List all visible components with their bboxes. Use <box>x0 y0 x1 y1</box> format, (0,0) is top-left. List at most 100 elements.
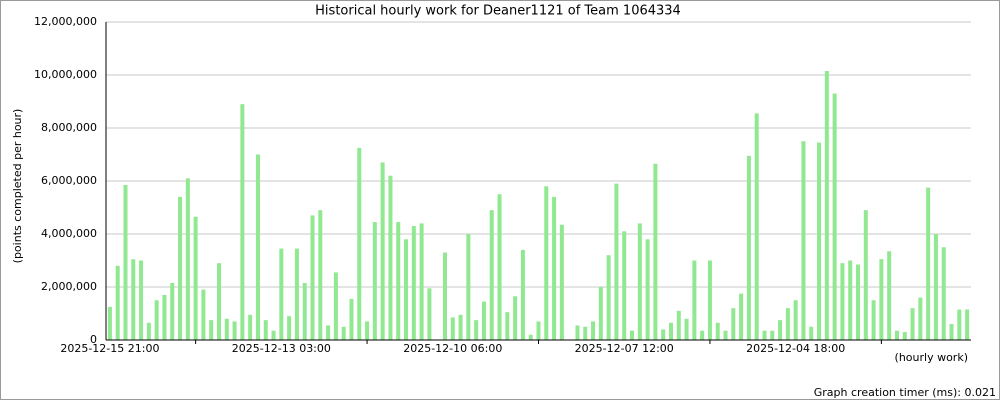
bar <box>606 255 611 340</box>
bar <box>661 329 666 340</box>
bar <box>598 287 603 340</box>
bar <box>793 300 798 340</box>
bar <box>365 321 370 340</box>
bar <box>559 224 564 340</box>
bar <box>318 210 323 340</box>
bar <box>668 322 673 340</box>
bar <box>653 163 658 340</box>
bar <box>489 210 494 340</box>
x-tick-label: 2025-12-10 06:00 <box>403 342 502 355</box>
bar <box>739 293 744 340</box>
bar <box>513 296 518 340</box>
bar <box>528 334 533 340</box>
bar <box>933 234 938 340</box>
bar <box>832 93 837 340</box>
bar <box>154 300 159 340</box>
bar <box>957 309 962 340</box>
bar <box>817 142 822 340</box>
bar <box>216 263 221 340</box>
bar <box>279 248 284 340</box>
bar <box>115 265 120 340</box>
bar <box>809 326 814 340</box>
bar <box>536 321 541 340</box>
bar <box>614 183 619 340</box>
bar <box>949 324 954 340</box>
bar <box>918 297 923 340</box>
bar <box>848 260 853 340</box>
bar <box>887 251 892 340</box>
y-tick-label: 0 <box>90 333 97 346</box>
y-axis-label: (points completed per hour) <box>11 109 24 264</box>
bar <box>341 326 346 340</box>
bar <box>910 308 915 340</box>
bar <box>520 249 525 340</box>
bar <box>544 186 549 340</box>
bar <box>575 325 580 340</box>
bar <box>762 330 767 340</box>
x-tick-label: 2025-12-15 21:00 <box>60 342 159 355</box>
bar <box>209 320 214 340</box>
bar <box>458 314 463 340</box>
bar <box>310 215 315 340</box>
bar <box>824 71 829 341</box>
x-tick-label: 2025-12-07 12:00 <box>575 342 674 355</box>
x-tick-label: 2025-12-04 18:00 <box>746 342 845 355</box>
bar <box>349 298 354 340</box>
bar <box>481 301 486 340</box>
bar <box>785 308 790 340</box>
bar <box>388 175 393 340</box>
bar <box>700 330 705 340</box>
bar <box>941 247 946 340</box>
bar <box>707 260 712 340</box>
bar <box>107 306 112 340</box>
bar <box>645 239 650 340</box>
bar <box>754 113 759 340</box>
bar <box>856 264 861 340</box>
bar <box>255 154 260 340</box>
bar <box>676 310 681 340</box>
x-axis-label: (hourly work) <box>895 351 968 364</box>
bar <box>302 283 307 340</box>
bar <box>630 330 635 340</box>
footer: Graph creation timer (ms): 0.021 <box>814 386 996 399</box>
bar <box>450 317 455 340</box>
bar <box>637 223 642 340</box>
y-tick-label: 6,000,000 <box>41 174 97 187</box>
bar <box>411 226 416 340</box>
bar <box>840 263 845 340</box>
bar <box>287 316 292 340</box>
y-tick-label: 10,000,000 <box>34 68 97 81</box>
x-tick-label: 2025-12-13 03:00 <box>232 342 331 355</box>
bar <box>178 196 183 340</box>
y-tick-label: 8,000,000 <box>41 121 97 134</box>
bar <box>248 314 253 340</box>
bar <box>170 283 175 340</box>
bar <box>770 330 775 340</box>
bar <box>131 259 136 340</box>
bar <box>715 322 720 340</box>
bar <box>466 234 471 340</box>
bar <box>263 320 268 340</box>
bar <box>692 260 697 340</box>
bar <box>419 223 424 340</box>
bar <box>404 239 409 340</box>
bar <box>863 210 868 340</box>
bar <box>552 196 557 340</box>
bar <box>294 248 299 340</box>
y-tick-label: 4,000,000 <box>41 227 97 240</box>
bar <box>965 309 970 340</box>
bar <box>357 147 362 340</box>
y-tick-label: 12,000,000 <box>34 15 97 28</box>
bar <box>201 289 206 340</box>
bar <box>193 216 198 340</box>
bar <box>232 321 237 340</box>
bar <box>185 178 190 340</box>
bar <box>372 222 377 340</box>
bar <box>123 184 128 340</box>
bar <box>333 272 338 340</box>
bar <box>871 300 876 340</box>
bar <box>427 288 432 340</box>
bar <box>622 231 627 340</box>
bar <box>146 322 151 340</box>
bar <box>879 259 884 340</box>
